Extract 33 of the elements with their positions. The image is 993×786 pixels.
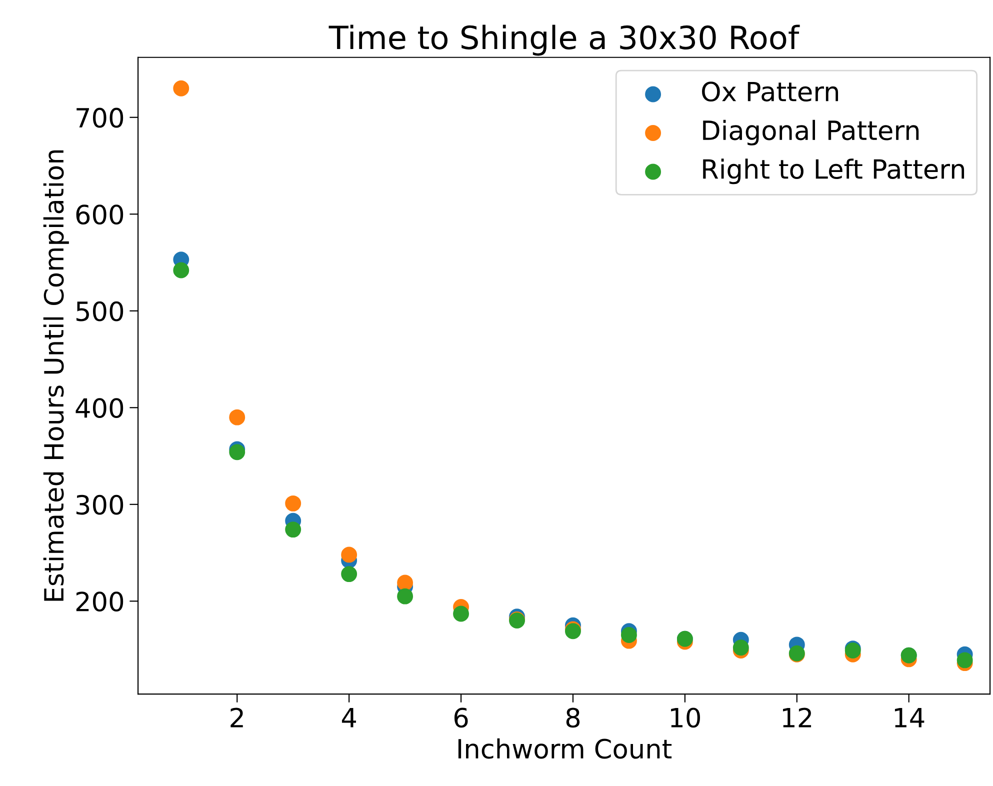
y-tick-label: 200 <box>76 592 124 612</box>
y-axis-title: Estimated Hours Until Compilation <box>43 150 69 601</box>
y-tick-label: 300 <box>76 494 124 515</box>
legend-label: Right to Left Pattern <box>703 158 964 184</box>
point <box>453 606 469 622</box>
point <box>397 574 414 591</box>
point <box>397 588 414 604</box>
x-tick-label: 14 <box>894 708 924 728</box>
point <box>620 627 637 643</box>
chart-title: Time to Shingle a 30x30 Roof <box>328 24 800 56</box>
x-tick-label: 2 <box>230 708 243 728</box>
y-tick-label: 500 <box>76 301 124 322</box>
x-tick-label: 12 <box>783 708 812 728</box>
x-tick-label: 8 <box>566 708 580 728</box>
point <box>173 80 190 96</box>
y-tick-label: 400 <box>76 398 124 418</box>
point <box>341 566 358 582</box>
x-tick-label: 10 <box>671 708 700 728</box>
x-axis-title: Inchworm Count <box>458 738 672 759</box>
y-tick-label: 700 <box>76 108 124 128</box>
x-tick-label: 4 <box>342 708 356 728</box>
point <box>956 652 973 668</box>
point <box>229 444 246 460</box>
point <box>732 640 749 656</box>
legend-label: Diagonal Pattern <box>703 120 919 146</box>
point <box>173 262 190 278</box>
point <box>285 522 302 538</box>
legend-label: Ox Pattern <box>702 82 838 102</box>
x-tick-label: 6 <box>454 708 468 728</box>
y-tick-label: 600 <box>76 204 124 225</box>
point <box>341 546 358 563</box>
point <box>229 409 246 426</box>
point <box>285 495 302 512</box>
